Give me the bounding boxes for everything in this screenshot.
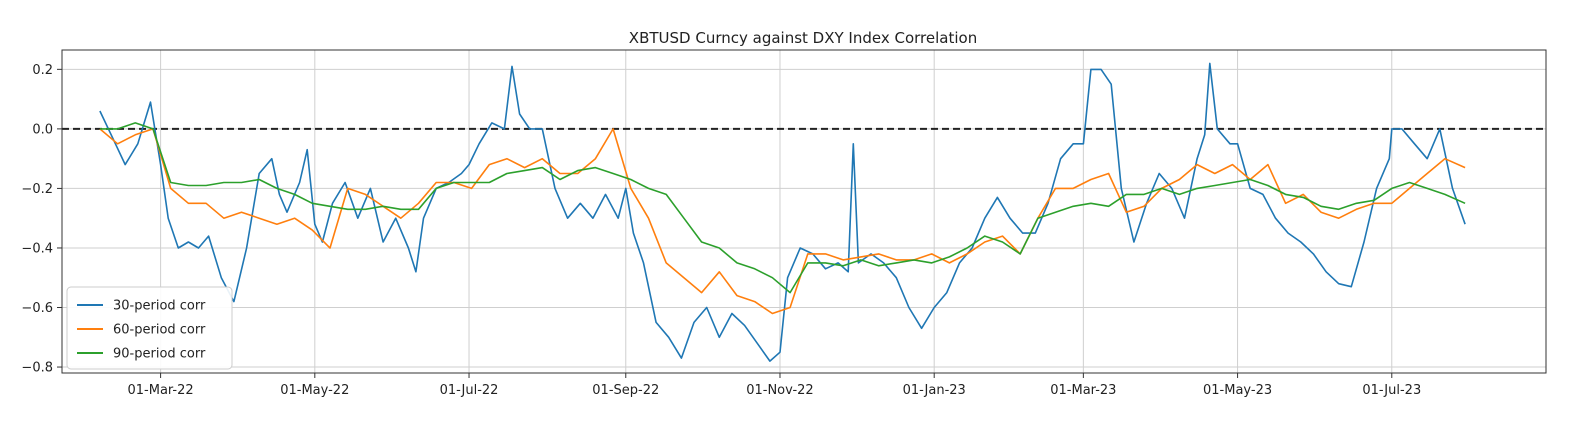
chart-title: XBTUSD Curncy against DXY Index Correlat… bbox=[629, 29, 977, 47]
legend: 30-period corr 60-period corr 90-period co… bbox=[66, 286, 233, 370]
legend-label: 30-period corr bbox=[113, 299, 206, 314]
x-tick-label: 01-Jan-23 bbox=[903, 383, 966, 398]
legend-box bbox=[66, 286, 233, 370]
x-tick-label: 01-Mar-23 bbox=[1050, 383, 1116, 398]
series-line-1 bbox=[99, 62, 1466, 362]
x-tick-label: 01-Sep-22 bbox=[592, 383, 659, 398]
x-tick-label: 01-Nov-22 bbox=[746, 383, 814, 398]
x-tick-label: 01-Jul-23 bbox=[1362, 383, 1421, 398]
y-tick-label: −0.8 bbox=[21, 361, 53, 376]
grid-lines bbox=[62, 50, 1546, 373]
y-tick-label: 0.0 bbox=[32, 122, 53, 137]
y-tick-label: −0.6 bbox=[21, 301, 53, 316]
plot-frame bbox=[61, 49, 1547, 374]
y-tick-label: 0.2 bbox=[32, 63, 53, 78]
y-tick-label: −0.2 bbox=[21, 182, 53, 197]
series-lines bbox=[99, 62, 1466, 362]
x-tick-label: 01-May-22 bbox=[280, 383, 349, 398]
legend-label: 60-period corr bbox=[113, 323, 206, 338]
x-tick-label: 01-Jul-22 bbox=[440, 383, 499, 398]
y-tick-label: −0.4 bbox=[21, 241, 53, 256]
x-tick-label: 01-Mar-22 bbox=[128, 383, 194, 398]
x-axis-ticks: 01-Mar-22 01-May-22 01-Jul-22 01-Sep-22 01-N… bbox=[128, 373, 1421, 398]
series-line-2 bbox=[99, 128, 1466, 315]
x-tick-label: 01-May-23 bbox=[1203, 383, 1272, 398]
series-line-3 bbox=[99, 122, 1466, 294]
y-axis-ticks: −0.8 −0.6 −0.4 −0.2 0.0 0.2 bbox=[21, 63, 62, 376]
legend-label: 90-period corr bbox=[113, 347, 206, 362]
